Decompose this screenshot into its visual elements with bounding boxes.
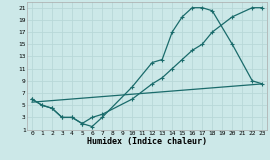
X-axis label: Humidex (Indice chaleur): Humidex (Indice chaleur) bbox=[87, 137, 207, 146]
